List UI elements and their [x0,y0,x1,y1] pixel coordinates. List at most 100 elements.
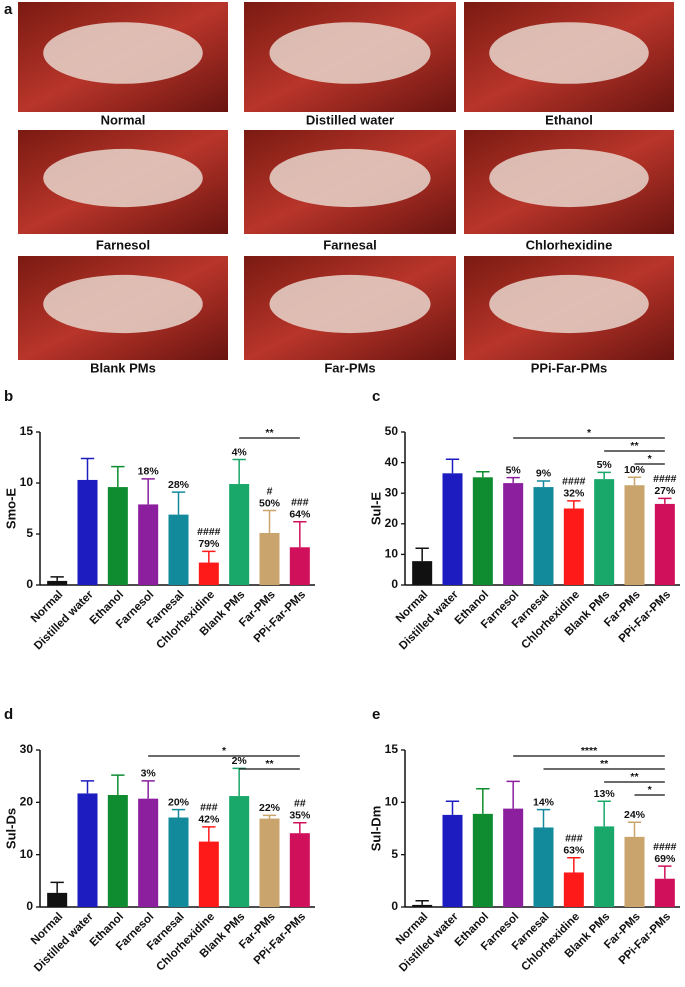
y-tick-label: 5 [26,526,33,540]
error-bar [262,814,277,819]
reduction-label: 14% [533,796,555,808]
reduction-label: 69% [654,853,676,865]
bar [624,836,645,907]
error-bar [627,476,642,486]
error-bar [202,550,216,563]
bar [442,814,463,907]
y-tick-label: 50 [385,424,399,438]
bar [503,808,524,907]
error-bar [50,881,64,893]
y-tick-label: 30 [385,485,399,499]
error-bar [232,458,246,485]
error-bar [293,521,307,548]
panel-label: d [4,706,13,723]
reduction-label: 63% [563,845,585,857]
bar [442,473,463,585]
reduction-label: 28% [168,479,190,491]
error-bar [597,800,611,827]
y-tick-label: 10 [385,547,399,561]
reduction-label: 42% [198,814,220,826]
error-bar [506,780,520,809]
significance-label: ** [630,440,639,452]
teeth [43,274,203,334]
bar [563,508,584,585]
error-bar [293,821,307,834]
panel-label: e [372,706,380,723]
error-bar [80,780,95,794]
significance-label: * [648,784,653,796]
error-bar [141,780,155,799]
teeth [269,274,431,334]
significance-hash: ### [200,802,218,814]
y-tick-label: 0 [26,899,33,913]
bar [229,484,250,585]
error-bar [627,821,642,837]
photo-caption: PPi-Far-PMs [531,360,608,375]
y-tick-label: 0 [391,899,398,913]
y-tick-label: 5 [391,847,398,861]
significance-hash: # [267,485,273,497]
y-tick-label: 10 [385,795,399,809]
bar [138,798,159,907]
y-axis-label: Sul-Ds [3,808,18,849]
error-bar [171,808,186,818]
y-tick-label: 10 [20,847,34,861]
teeth [489,148,649,208]
reduction-label: 79% [198,538,220,550]
bar [503,483,524,585]
reduction-label: 18% [138,466,160,478]
teeth [489,22,649,84]
bar [229,796,250,907]
bar [47,580,68,585]
significance-hash: #### [197,526,221,538]
bar [259,532,280,585]
panel-label: c [372,388,380,405]
y-tick-label: 40 [385,455,399,469]
bar [77,793,98,907]
bar [594,479,615,585]
error-bar [445,458,460,474]
photo-caption: Farnesal [323,237,376,252]
error-bar [141,478,155,505]
error-bar [171,491,186,515]
bar [198,841,219,907]
significance-hash: ### [291,497,309,509]
bar [168,817,189,907]
reduction-label: 50% [259,497,281,509]
error-bar [658,497,672,504]
reduction-label: 10% [624,464,646,476]
photo-caption: Farnesol [96,237,150,252]
bar [412,904,433,907]
bar [654,503,675,585]
bar [259,818,280,907]
error-bar [658,865,672,879]
reduction-label: 35% [289,810,311,822]
photo-caption: Ethanol [545,112,593,127]
bar [289,547,310,585]
reduction-label: 20% [168,796,190,808]
teeth [269,148,431,208]
significance-label: **** [581,745,598,757]
significance-label: * [222,745,227,757]
error-bar [415,547,429,562]
significance-label: ** [265,427,274,439]
error-bar [80,457,95,480]
reduction-label: 32% [563,488,585,500]
y-tick-label: 10 [20,475,34,489]
reduction-label: 4% [232,446,248,458]
reduction-label: 9% [536,468,552,480]
significance-label: ** [265,758,274,770]
y-axis-label: Sul-E [368,492,383,526]
reduction-label: 5% [597,459,613,471]
error-bar [445,800,460,815]
reduction-label: 27% [654,485,676,497]
bar [563,872,584,907]
panel-label: b [4,388,13,405]
significance-hash: #### [653,473,677,485]
error-bar [476,787,490,814]
bar [654,878,675,907]
error-bar [536,808,551,828]
y-tick-label: 20 [20,795,34,809]
bar [533,487,554,585]
significance-label: ** [600,758,609,770]
